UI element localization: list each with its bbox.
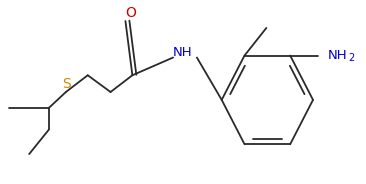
Text: O: O <box>125 6 136 20</box>
Text: NH: NH <box>328 49 348 62</box>
Text: NH: NH <box>173 46 193 59</box>
Text: 2: 2 <box>349 54 355 63</box>
Text: S: S <box>63 77 71 91</box>
